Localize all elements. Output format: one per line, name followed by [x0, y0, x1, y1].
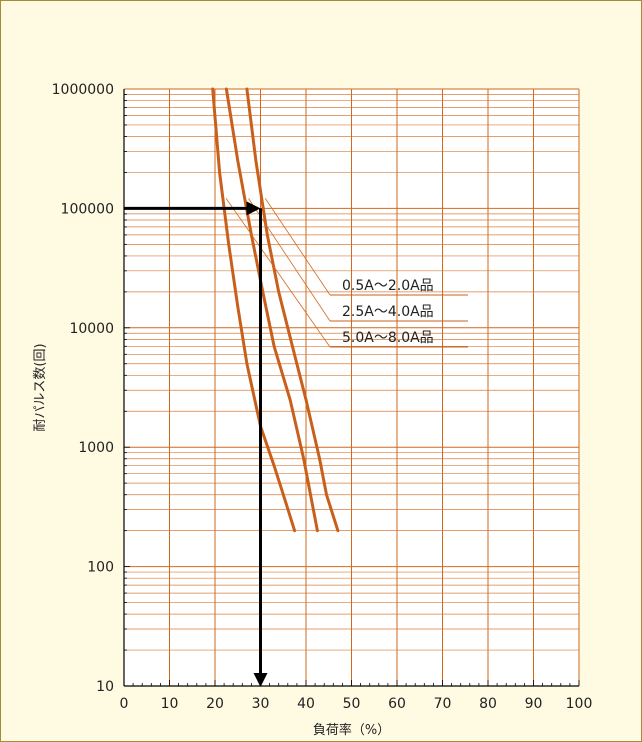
series-lines	[211, 87, 340, 533]
x-tick-label: 80	[479, 696, 497, 712]
series-line-3	[245, 87, 340, 533]
grid	[123, 88, 580, 687]
x-tick-label: 90	[525, 696, 543, 712]
x-tick-label: 60	[388, 696, 406, 712]
legend-label: 5.0A～8.0A品	[342, 330, 434, 346]
x-tick-label: 70	[434, 696, 452, 712]
y-tick-label: 1000	[78, 440, 114, 456]
x-axis-title: 負荷率（%）	[313, 722, 390, 738]
arrowhead-down	[253, 673, 268, 687]
legend-label: 2.5A～4.0A品	[342, 304, 434, 320]
x-tick-label: 40	[297, 696, 315, 712]
y-tick-label: 100000	[61, 201, 114, 217]
legend-leaders	[225, 198, 331, 348]
series-line-2	[224, 87, 319, 533]
y-tick-label: 10	[96, 679, 114, 695]
legend-leader-line	[248, 198, 331, 322]
y-axis-title: 耐パルス数(回)	[33, 343, 48, 431]
x-tick-label: 50	[343, 696, 361, 712]
x-tick-label: 20	[206, 696, 224, 712]
y-tick-label: 10000	[69, 321, 114, 337]
series-line-1	[211, 87, 297, 533]
x-tick-label: 30	[252, 696, 270, 712]
x-tick-label: 10	[161, 696, 179, 712]
x-tick-label: 100	[566, 696, 593, 712]
y-tick-label: 100	[87, 560, 114, 576]
legend-leader-line	[264, 198, 331, 296]
axis-ticks: 0 10 20 30 40 50 60 70 80 90 100 10 100 1000 10000 1000…	[52, 82, 593, 712]
reading-arrows	[124, 201, 268, 687]
arrowhead-right	[246, 201, 261, 216]
legend: 0.5A～2.0A品 2.5A～4.0A品 5.0A～8.0A品	[330, 278, 468, 348]
x-tick-label: 0	[120, 696, 129, 712]
legend-label: 0.5A～2.0A品	[342, 278, 434, 294]
legend-leader-line	[225, 198, 331, 348]
y-tick-label: 1000000	[52, 82, 114, 98]
